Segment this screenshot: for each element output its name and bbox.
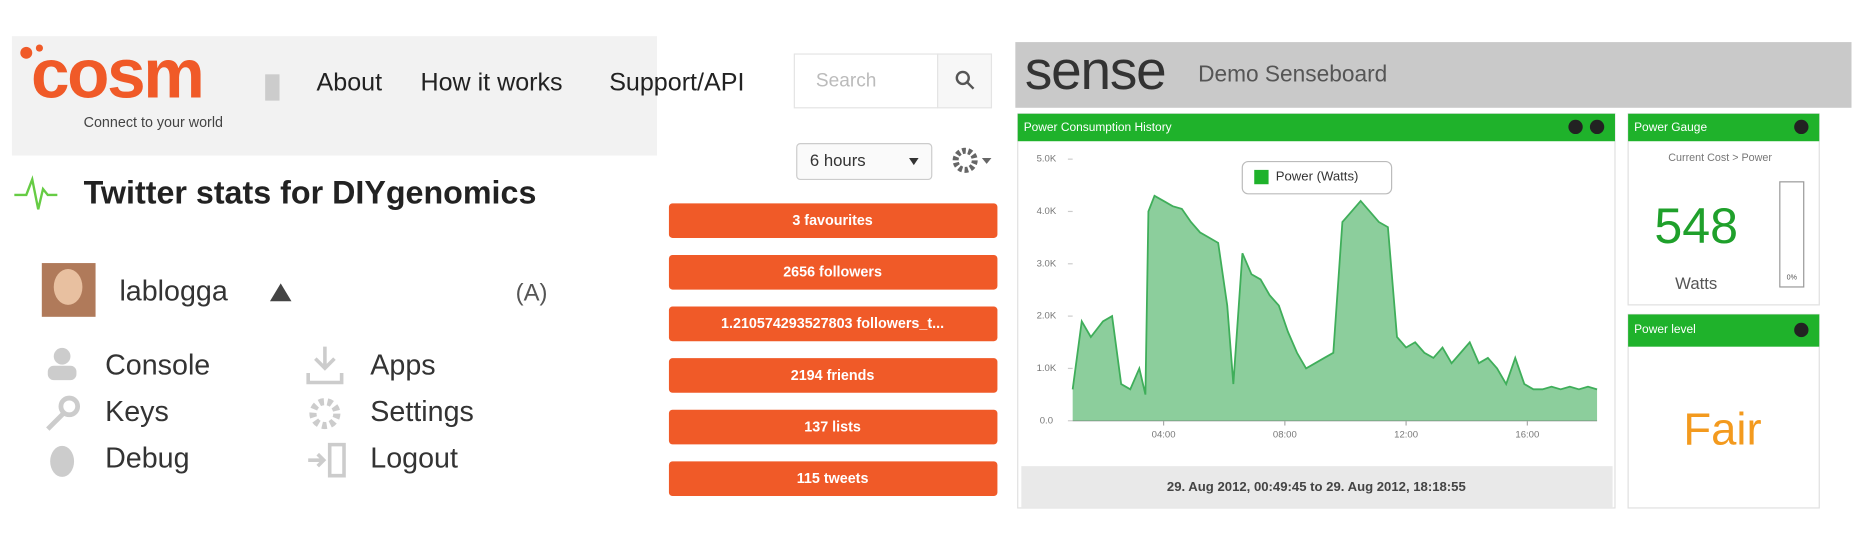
menu-item[interactable]: Logout	[370, 443, 458, 475]
stat-button[interactable]	[668, 358, 998, 393]
antenna-icon: (A)	[516, 279, 548, 306]
range-footer	[1021, 466, 1613, 508]
legend	[1241, 160, 1393, 195]
y-tick-label: 4.0K	[1037, 206, 1057, 217]
search-icon	[966, 81, 975, 90]
menu-icon	[46, 411, 65, 431]
menu-icon	[53, 347, 71, 365]
level-title: Power level	[1634, 322, 1696, 336]
search-placeholder: Search	[816, 71, 877, 92]
caret[interactable]	[269, 283, 292, 302]
area-fill	[1072, 195, 1598, 421]
menu-item[interactable]: Apps	[370, 350, 435, 382]
menu-icon	[47, 365, 77, 381]
menu-icon	[306, 346, 344, 385]
gauge-value: 548	[1654, 198, 1738, 254]
x-tick-label: 08:00	[1273, 430, 1297, 441]
sense-title: Demo Senseboard	[1198, 61, 1387, 87]
nav-link[interactable]: Support/API	[609, 69, 744, 97]
menu-icon	[308, 442, 346, 478]
y-tick-label: 2.0K	[1037, 311, 1057, 322]
tagline: Connect to your world	[84, 115, 223, 131]
gear-icon[interactable]	[952, 147, 978, 173]
menu-icon	[58, 395, 81, 418]
stat-button[interactable]	[668, 409, 998, 445]
search-icon	[955, 70, 970, 86]
time-range: 6 hours	[810, 151, 866, 170]
search-button[interactable]	[937, 53, 993, 109]
logo-dot	[20, 46, 33, 59]
stat-label: 1.210574293527803 followers_t...	[721, 316, 944, 332]
chart-panel-header	[1017, 113, 1615, 142]
cosm-header	[11, 36, 657, 156]
search-box[interactable]	[793, 53, 939, 109]
gauge-bar-label: 0%	[1787, 273, 1798, 281]
stat-button[interactable]	[668, 461, 998, 496]
stat-label: 115 tweets	[797, 471, 869, 487]
y-tick-label: 1.0K	[1037, 363, 1057, 374]
y-tick-label: 5.0K	[1037, 154, 1057, 165]
stat-label: 2656 followers	[783, 265, 882, 281]
gauge-subtitle: Current Cost > Power	[1668, 152, 1772, 164]
menu-icon	[309, 398, 341, 430]
cosm-logo[interactable]: cosm	[31, 34, 205, 112]
panel-icon[interactable]	[1794, 322, 1809, 338]
gauge-title: Power Gauge	[1634, 120, 1707, 134]
time-range-select[interactable]	[796, 143, 933, 181]
panel-icon[interactable]	[1568, 119, 1583, 135]
stats-list: 3 favourites 2656 followers 1.210574293527…	[668, 203, 998, 496]
avatar-face	[53, 269, 83, 305]
menu-icon	[50, 445, 75, 477]
x-tick-label: 12:00	[1394, 430, 1418, 441]
logo-box	[265, 74, 280, 101]
panel-icon[interactable]	[1589, 119, 1605, 135]
level-header	[1628, 314, 1820, 347]
select-caret	[909, 157, 919, 166]
stat-button[interactable]	[668, 254, 998, 290]
sense-logo: sense	[1025, 39, 1166, 101]
nav-link[interactable]: How it works	[420, 69, 562, 97]
stat-label: 2194 friends	[791, 368, 875, 384]
level-value: Fair	[1683, 404, 1761, 455]
x-tick-label: 04:00	[1152, 430, 1176, 441]
pulse-icon	[14, 175, 58, 210]
gauge-unit: Watts	[1675, 274, 1717, 293]
panel-icon[interactable]	[1794, 119, 1809, 135]
menu-item[interactable]: Console	[105, 350, 210, 382]
gear-caret	[981, 157, 992, 164]
page-title: Twitter stats for DIYgenomics	[84, 174, 537, 210]
sense-header	[1015, 42, 1852, 108]
menu-item[interactable]: Keys	[105, 396, 169, 428]
gauge-header	[1628, 113, 1820, 142]
menu-item[interactable]: Settings	[370, 396, 474, 428]
gauge-bar	[1779, 181, 1805, 288]
y-tick-label: 3.0K	[1037, 258, 1057, 269]
stat-button[interactable]	[668, 203, 998, 238]
x-tick-label: 16:00	[1515, 430, 1539, 441]
area-line	[1071, 194, 1598, 395]
range-label: 29. Aug 2012, 00:49:45 to 29. Aug 2012, …	[1167, 479, 1466, 494]
logo-dot	[35, 44, 44, 52]
menu-item[interactable]: Debug	[105, 443, 189, 475]
nav-link[interactable]: About	[317, 69, 383, 97]
stat-label: 3 favourites	[792, 213, 872, 229]
stat-button[interactable]	[668, 306, 998, 342]
y-tick-label: 0.0	[1040, 415, 1053, 426]
legend-label: Power (Watts)	[1276, 169, 1359, 184]
user-name[interactable]: lablogga	[119, 276, 227, 308]
legend-swatch	[1254, 169, 1269, 185]
chart-title: Power Consumption History	[1024, 120, 1172, 134]
stat-label: 137 lists	[804, 419, 861, 435]
